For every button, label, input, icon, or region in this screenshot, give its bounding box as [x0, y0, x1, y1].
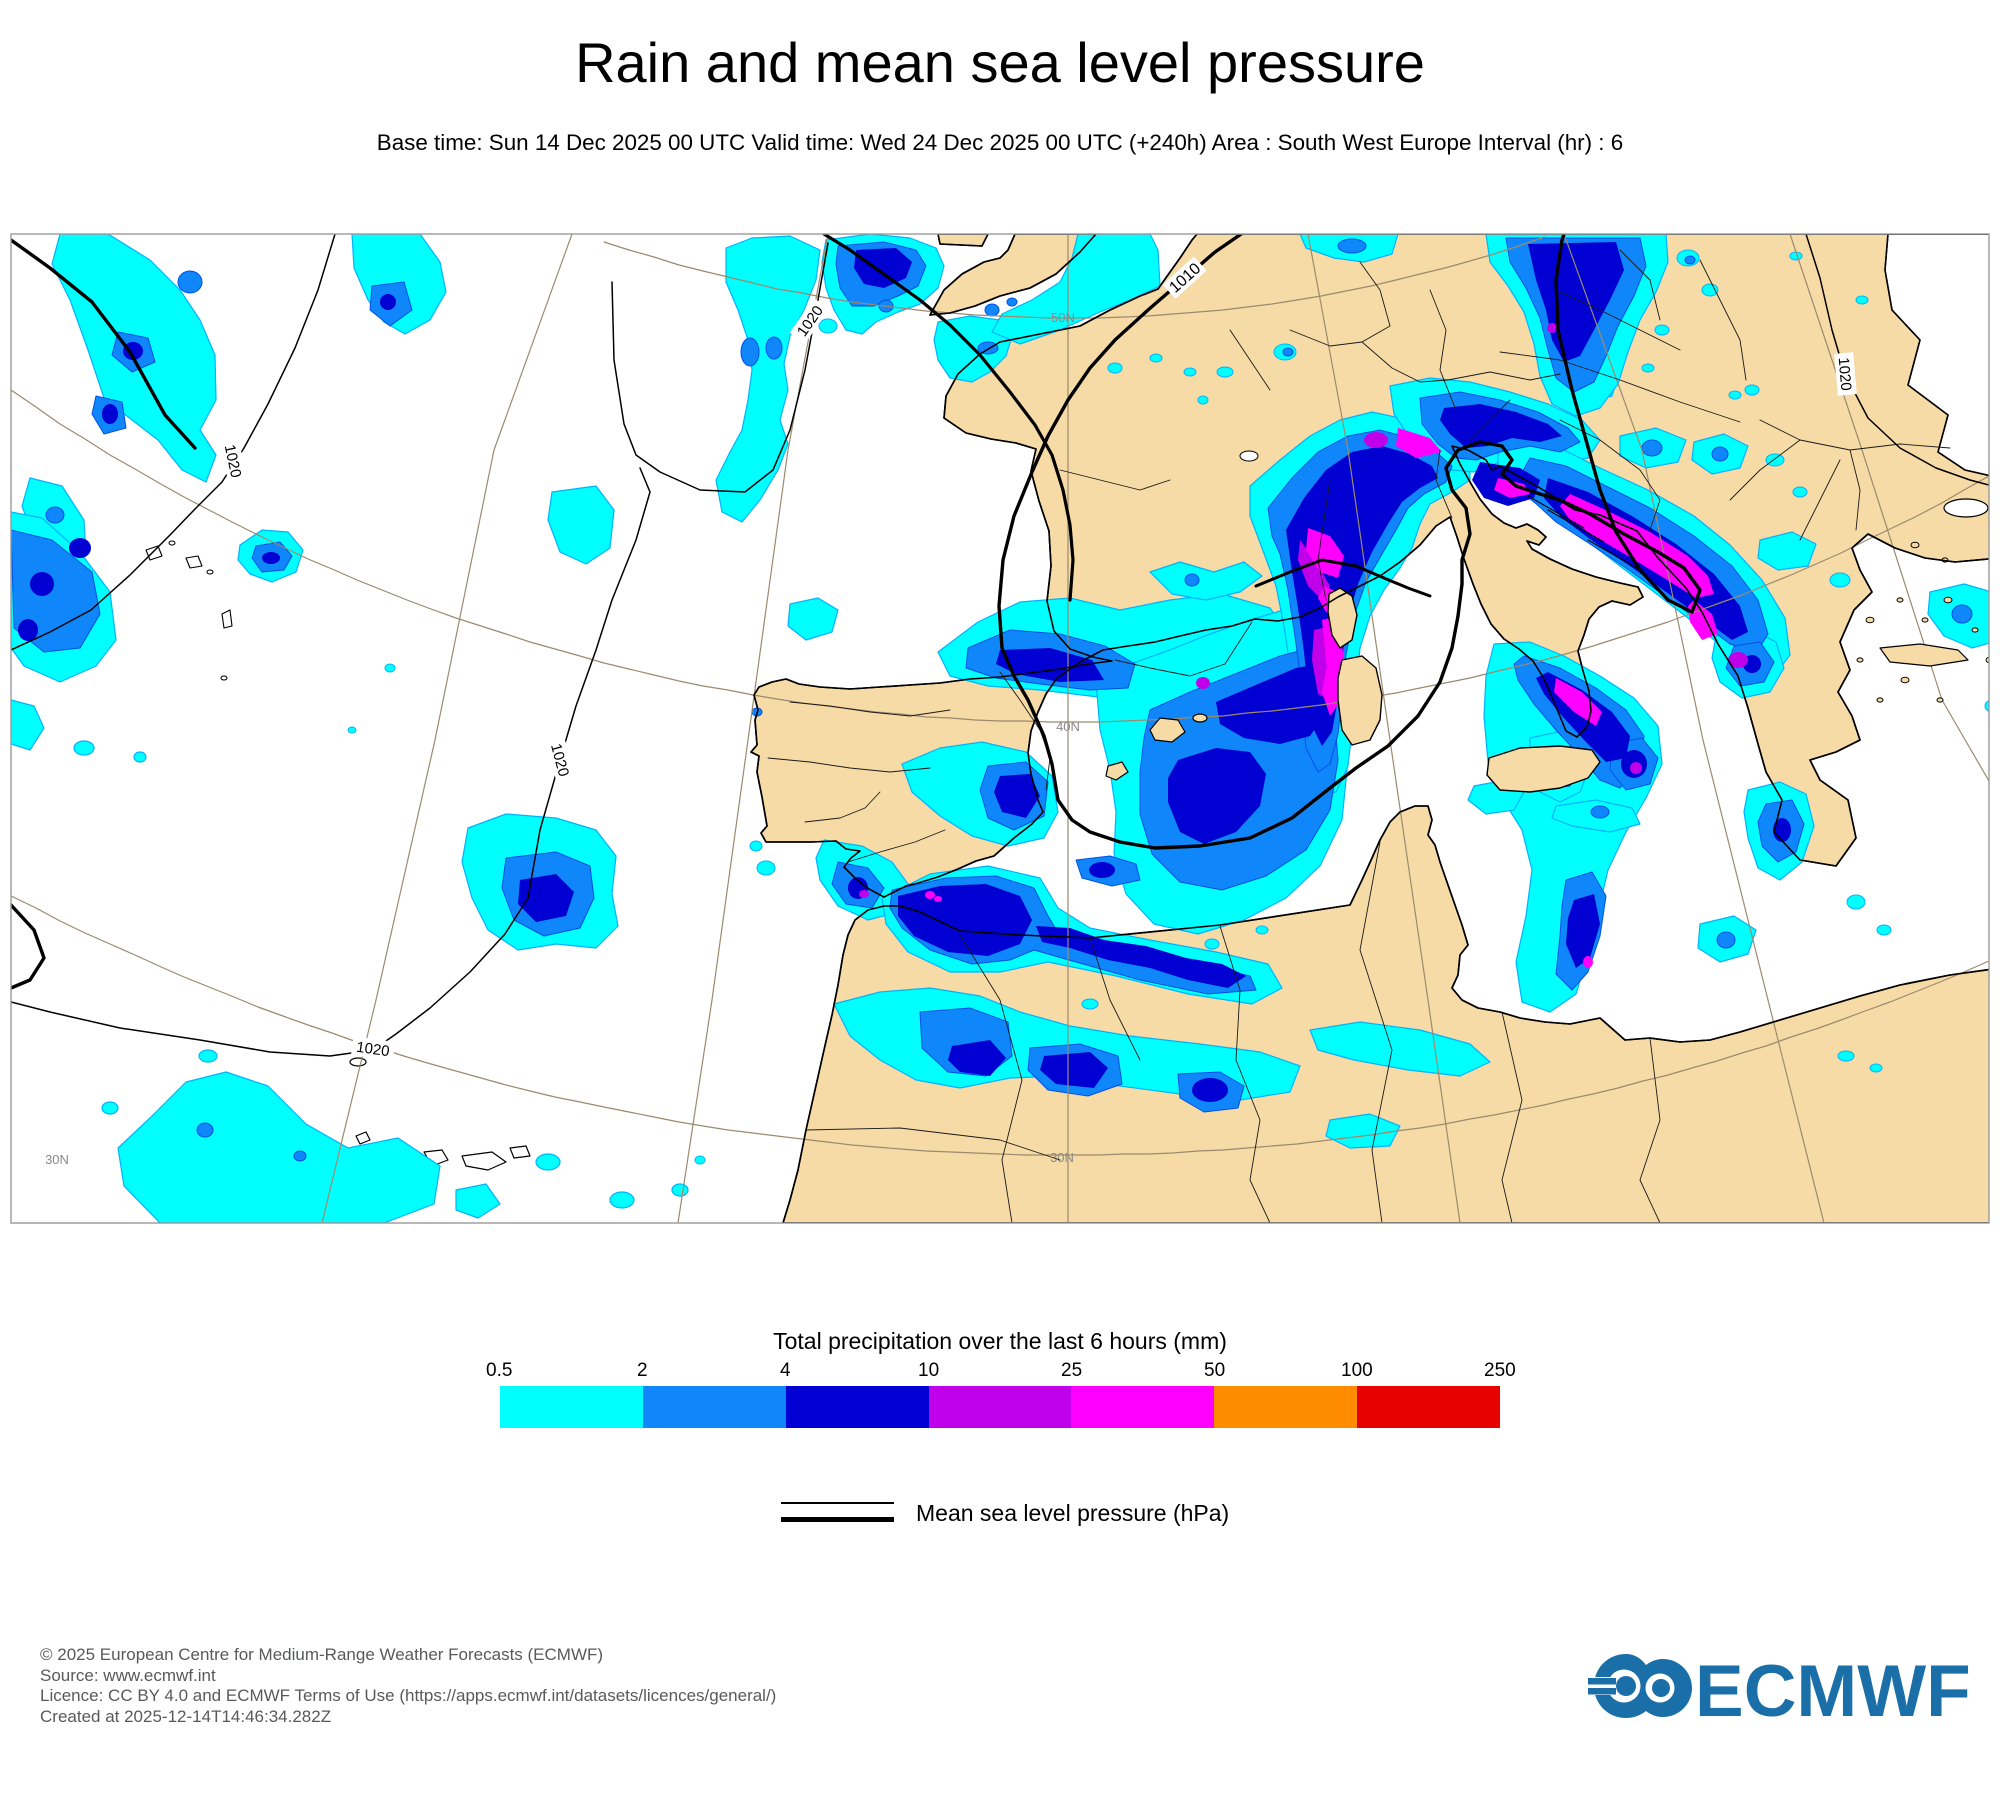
svg-text:30N: 30N: [1050, 1150, 1074, 1165]
svg-text:1020: 1020: [221, 443, 245, 479]
svg-text:50N: 50N: [1051, 310, 1075, 325]
svg-text:1020: 1020: [355, 1039, 390, 1060]
svg-text:30N: 30N: [45, 1152, 69, 1167]
svg-text:40N: 40N: [1056, 719, 1080, 734]
svg-text:1020: 1020: [1835, 357, 1855, 392]
svg-text:ECMWF: ECMWF: [1695, 1651, 1971, 1725]
